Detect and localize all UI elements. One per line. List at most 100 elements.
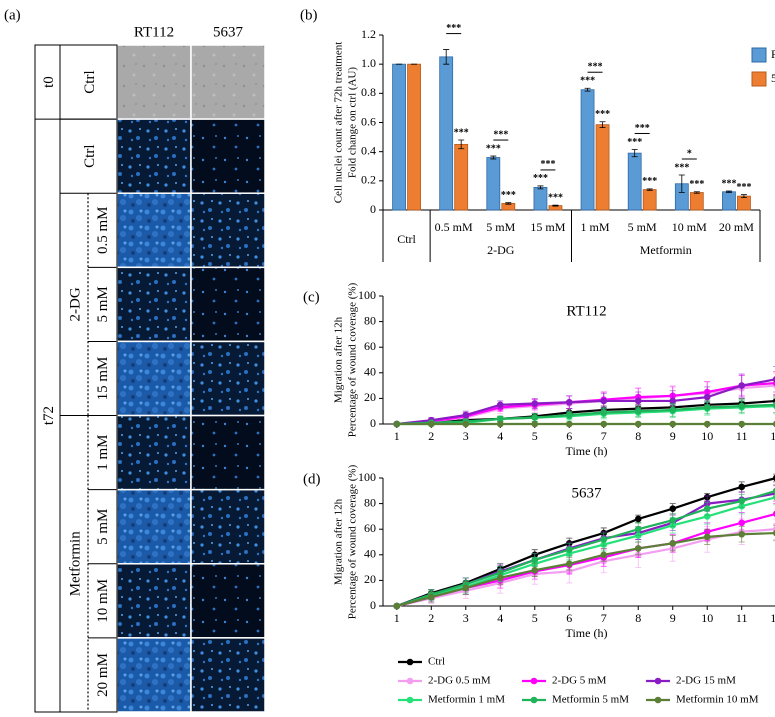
legend-marker [406,658,414,666]
y-tick-label: 1.0 [361,56,376,70]
micrograph [190,488,266,565]
panel-label: (b) [300,7,318,23]
comparison-label: *** [540,159,555,170]
comparison-label: *** [493,129,508,140]
x-tick-label: 8 [635,429,641,443]
error-bar [773,484,775,498]
x-tick-label: 10 mM [672,220,707,234]
marker [703,505,711,513]
legend-marker [406,696,414,704]
error-bar [773,398,775,415]
x-tick-label: 2 [428,429,434,443]
marker [772,529,775,537]
error-bar [773,371,775,395]
legend-label: Ctrl [428,656,445,668]
marker [669,406,677,414]
marker [427,420,435,428]
comparison-label: * [687,148,692,159]
chart-title: 5637 [572,485,603,501]
x-tick-label: 11 [736,429,748,443]
marker [600,551,608,559]
significance: *** [580,76,595,87]
marker [772,401,775,408]
y-tick-label: 60 [364,339,376,353]
micrograph [116,340,192,417]
panel-label: (d) [303,471,321,487]
micrograph [116,44,192,120]
x-tick-label: 9 [670,429,676,443]
micrograph [190,340,266,417]
significance: *** [486,143,501,154]
y-axis-label: Fold change on ctrl (AU) [347,67,359,179]
y-axis-label: Cell nuclei count after 72h treatment [333,42,345,204]
marker [600,397,608,405]
marker [634,420,642,428]
bar [737,195,751,211]
x-tick-label: 1 [394,611,400,625]
treatment-label: Metformin [67,531,83,596]
marker [703,393,711,401]
marker [565,546,573,553]
group-label: Metformin [640,243,692,257]
dose-label: 0.5 mM [95,207,111,255]
marker [393,602,401,610]
marker [772,510,775,517]
dose-label: 20 mM [95,653,111,697]
error-bar [505,202,512,205]
marker [669,420,677,428]
marker [565,420,573,428]
bar [722,191,736,211]
error-bar [458,139,465,150]
marker [669,397,677,405]
marker [634,397,642,405]
series-line [396,531,775,608]
y-tick-label: 0 [370,416,376,430]
y-tick-label: 20 [364,572,376,586]
marker [496,574,504,582]
x-tick-label: 6 [566,611,572,625]
legend-label: 2-DG 15 mM [676,675,736,687]
significance: *** [454,127,469,138]
column-header: RT112 [134,24,174,40]
treatment-label: Ctrl [82,70,98,93]
panel-d: 0 20 40 60 80 100 Migration after 12h Percentag… [303,464,775,706]
significance: *** [501,190,516,201]
bar [439,56,454,211]
marker [600,420,608,428]
bar [580,89,595,211]
significance: *** [721,178,736,189]
marker [772,487,775,494]
micrograph [116,192,192,269]
marker [531,566,539,574]
y-tick-label: 0 [370,202,376,216]
x-tick-label: 10 [701,429,713,443]
micrograph [116,266,192,343]
x-tick-label: 8 [635,611,641,625]
x-tick-label: 2 [428,611,434,625]
x-tick-label: 5 mM [628,220,657,234]
legend-marker [530,677,538,685]
x-tick-label: 0.5 mM [435,220,473,234]
y-tick-label: 1.2 [361,27,376,41]
marker [531,420,539,428]
marker [531,400,539,407]
y-tick-label: 0.2 [361,173,376,187]
bar [407,63,421,211]
dose-label: 5 mM [95,286,111,322]
series-line [396,477,775,608]
marker [565,560,573,568]
bar [486,157,501,211]
marker [496,415,504,423]
x-tick-label: Ctrl [397,232,416,246]
marker [393,420,401,428]
micrograph [116,637,192,713]
x-tick-label: 15 mM [530,220,565,234]
chart-title: RT112 [566,303,606,319]
y-tick-label: 0.6 [361,114,376,128]
x-tick-label: 20 mM [719,220,754,234]
legend-marker [406,677,414,685]
y-tick-label: 40 [364,547,376,561]
legend-marker [530,696,538,704]
y-axis-label: Percentage of wound coverage (%) [347,282,359,437]
bar [689,192,704,211]
